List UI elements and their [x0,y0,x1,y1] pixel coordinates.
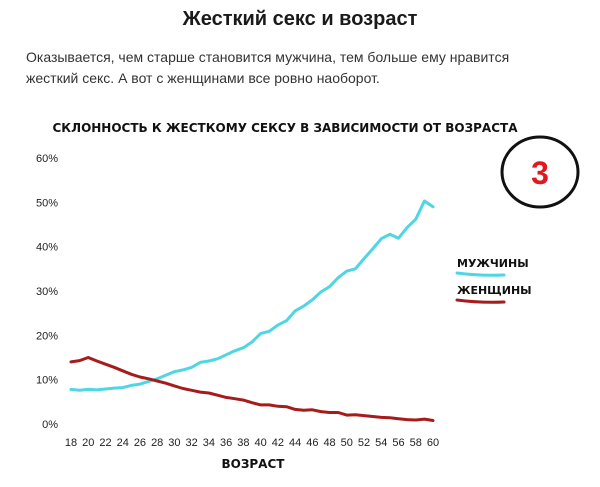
legend-label-women: ЖЕНЩИНЫ [457,284,532,297]
x-tick-label: 50 [341,437,353,449]
y-tick-label: 10% [36,375,58,387]
y-tick-label: 50% [36,197,58,209]
x-tick-label: 60 [427,437,439,449]
y-tick-label: 60% [36,153,58,165]
series-line-men [69,199,435,392]
series-lines [69,199,435,422]
x-tick-label: 58 [410,437,422,449]
badge: 3 [500,135,580,209]
series-line-women [69,356,435,422]
x-tick-label: 54 [375,437,387,449]
article-lead: Оказывается, чем старше становится мужчи… [26,49,510,86]
x-tick-label: 30 [168,437,180,449]
y-tick-label: 40% [36,242,58,254]
x-tick-label: 18 [65,437,77,449]
x-tick-label: 36 [220,437,232,449]
x-tick-label: 56 [392,437,404,449]
x-tick-label: 34 [203,437,215,449]
article-title: Жесткий секс и возраст [182,8,418,30]
chart-title: СКЛОННОСТЬ К ЖЕСТКОМУ СЕКСУ В ЗАВИСИМОСТ… [52,121,518,135]
x-tick-label: 20 [82,437,94,449]
x-tick-label: 40 [254,437,266,449]
badge-number: 3 [531,155,549,191]
x-axis-ticks: 18 20 22 24 26 28 30 32 34 36 38 40 42 44 46 48 50 52 54 56… [65,437,439,449]
x-tick-label: 46 [306,437,318,449]
x-axis-label: ВОЗРАСТ [222,457,286,471]
x-tick-label: 52 [358,437,370,449]
legend-swatch-women [455,298,506,304]
y-axis-ticks: 0% 10% 20% 30% 40% 50% 60% [36,153,58,431]
legend-swatch-men [455,271,506,277]
chart: СКЛОННОСТЬ К ЖЕСТКОМУ СЕКСУ В ЗАВИСИМОСТ… [36,121,580,471]
x-tick-label: 26 [134,437,146,449]
x-tick-label: 24 [117,437,129,449]
x-tick-label: 32 [186,437,198,449]
y-tick-label: 20% [36,330,58,342]
x-tick-label: 44 [289,437,301,449]
legend: МУЖЧИНЫ ЖЕНЩИНЫ [455,257,532,304]
badge-circle [500,135,580,209]
y-tick-label: 0% [42,419,58,431]
x-tick-label: 22 [99,437,111,449]
x-tick-label: 42 [272,437,284,449]
y-tick-label: 30% [36,286,58,298]
x-tick-label: 48 [323,437,335,449]
x-tick-label: 38 [237,437,249,449]
x-tick-label: 28 [151,437,163,449]
legend-label-men: МУЖЧИНЫ [457,257,529,270]
